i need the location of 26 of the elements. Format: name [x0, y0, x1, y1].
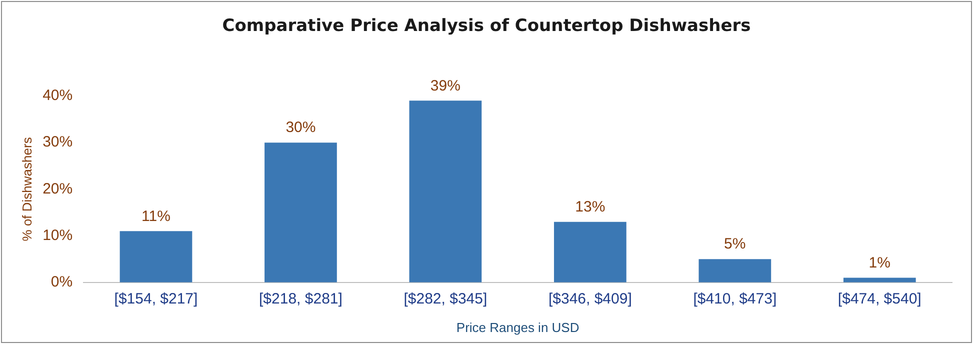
data-label: 30% [286, 119, 316, 136]
bar [409, 100, 482, 282]
x-tick-label: [$154, $217] [114, 290, 198, 308]
bar [120, 231, 192, 282]
x-tick-label: [$410, $473] [693, 290, 777, 308]
bar [843, 278, 916, 282]
bar [554, 222, 626, 282]
y-axis-title: % of Dishwashers [19, 136, 34, 242]
y-tick-label: 10% [42, 226, 73, 244]
y-tick-label: 0% [50, 274, 73, 291]
y-tick-label: 40% [42, 87, 73, 104]
chart-title: Comparative Price Analysis of Countertop Dishwashers [221, 16, 752, 36]
data-label: 5% [724, 236, 746, 253]
data-label: 11% [142, 208, 170, 225]
x-tick-label: [$218, $281] [259, 290, 342, 308]
data-label: 13% [575, 198, 606, 216]
y-tick-label: 30% [42, 134, 73, 151]
x-axis-title: Price Ranges in USD [456, 320, 580, 335]
data-label: 39% [430, 77, 460, 94]
data-label: 1% [868, 254, 890, 272]
y-tick-label: 20% [42, 180, 73, 198]
bar [264, 142, 337, 282]
x-tick-label: [$282, $345] [404, 290, 488, 308]
x-tick-label: [$346, $409] [548, 290, 632, 308]
x-tick-label: [$474, $540] [838, 290, 922, 308]
bar [698, 259, 772, 282]
